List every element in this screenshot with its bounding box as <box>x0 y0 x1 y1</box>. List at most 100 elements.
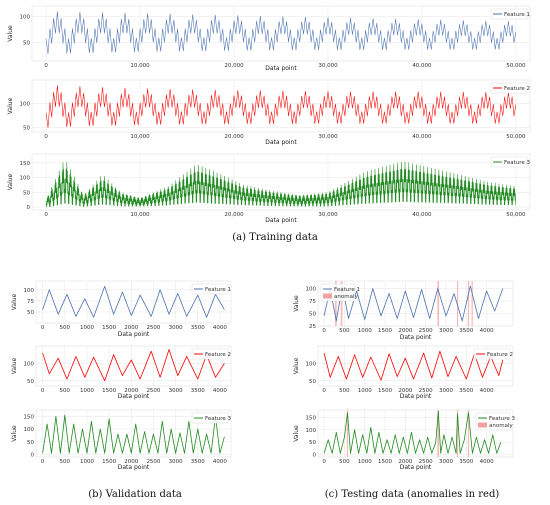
anomaly-span <box>437 281 440 326</box>
y-tick-label: 100 <box>20 102 31 108</box>
x-tick-label: 4000 <box>480 459 494 465</box>
x-tick-label: 3500 <box>459 328 473 334</box>
x-axis-label: Data point <box>400 464 432 471</box>
legend-swatch <box>323 293 332 299</box>
y-tick-label: 25 <box>309 324 316 330</box>
legend-label: Feature 1 <box>205 287 231 293</box>
x-tick-label: 0 <box>44 63 48 69</box>
chart-validation-feature-3: 0 500 1000 1500 2000 2500 3000 3500 4000 0 50 100 15… <box>11 409 232 471</box>
x-tick-label: 2500 <box>146 459 160 465</box>
x-tick-label: 30,000 <box>318 212 338 218</box>
y-tick-label: 50 <box>27 310 34 316</box>
y-tick-label: 100 <box>20 176 31 182</box>
x-tick-label: 0 <box>44 134 48 140</box>
x-tick-label: 1500 <box>102 459 116 465</box>
x-tick-label: 20,000 <box>224 134 244 140</box>
y-axis-label: Value <box>7 25 14 42</box>
x-axis-label: Data point <box>265 217 297 224</box>
x-tick-label: 10,000 <box>130 212 150 218</box>
legend-label: Feature 2 <box>487 352 513 358</box>
x-tick-label: 500 <box>339 388 350 394</box>
x-tick-label: 3500 <box>191 459 205 465</box>
series-line <box>42 285 225 318</box>
y-tick-label: 150 <box>20 161 31 167</box>
anomaly-span <box>456 410 459 457</box>
x-tick-label: 1000 <box>358 328 372 334</box>
x-tick-label: 20,000 <box>224 63 244 69</box>
legend-box <box>490 156 528 168</box>
x-tick-label: 2000 <box>398 388 412 394</box>
y-axis-label: Value <box>293 295 300 312</box>
y-tick-label: 50 <box>309 312 316 318</box>
x-tick-label: 10,000 <box>130 63 150 69</box>
y-tick-label: 0 <box>313 453 317 459</box>
x-tick-label: 40,000 <box>412 63 432 69</box>
chart-validation-feature-2: 0 500 1000 1500 2000 2500 3000 3500 4000 50 100 Fea… <box>11 345 232 400</box>
x-tick-label: 3500 <box>191 388 205 394</box>
legend-label: Feature 2 <box>205 352 231 358</box>
legend-box <box>191 283 229 295</box>
chart-testing-feature-1: 0 500 1000 1500 2000 2500 3000 3500 4000 25 50 75 10… <box>293 280 514 341</box>
x-tick-label: 4000 <box>480 388 494 394</box>
y-axis-label: Value <box>293 425 300 442</box>
anomaly-span <box>467 410 470 457</box>
x-axis-label: Data point <box>400 334 432 341</box>
x-tick-label: 1000 <box>358 388 372 394</box>
x-tick-label: 2500 <box>146 388 160 394</box>
anomaly-span <box>471 281 473 326</box>
y-tick-label: 75 <box>27 299 34 305</box>
x-tick-label: 500 <box>60 459 71 465</box>
legend-label: anomaly <box>334 294 358 300</box>
legend-label: Feature 3 <box>489 416 516 422</box>
series-line <box>45 161 516 208</box>
x-tick-label: 2500 <box>419 328 433 334</box>
y-tick-label: 150 <box>24 414 35 420</box>
x-tick-label: 3000 <box>169 459 183 465</box>
x-tick-label: 3000 <box>439 459 453 465</box>
x-tick-label: 50,000 <box>506 212 526 218</box>
x-tick-label: 500 <box>339 459 350 465</box>
x-tick-label: 2000 <box>124 325 138 331</box>
legend-label: Feature 3 <box>205 416 232 422</box>
anomaly-span <box>346 410 349 457</box>
x-tick-label: 20,000 <box>224 212 244 218</box>
legend-box <box>490 82 528 94</box>
y-tick-label: 100 <box>20 14 31 20</box>
x-axis-label: Data point <box>265 139 297 146</box>
x-tick-label: 3000 <box>169 388 183 394</box>
caption-testing: (c) Testing data (anomalies in red) <box>325 489 500 500</box>
legend-box <box>490 8 528 20</box>
y-tick-label: 50 <box>23 125 30 131</box>
x-tick-label: 3000 <box>439 328 453 334</box>
x-axis-label: Data point <box>118 331 150 338</box>
x-tick-label: 2500 <box>146 325 160 331</box>
y-axis-label: Value <box>11 357 18 374</box>
y-tick-label: 0 <box>27 205 31 211</box>
chart-validation-feature-1: 0 500 1000 1500 2000 2500 3000 3500 4000 50 75 100 F… <box>11 280 232 338</box>
x-tick-label: 1000 <box>80 325 94 331</box>
x-tick-label: 3500 <box>459 459 473 465</box>
x-tick-label: 3500 <box>459 388 473 394</box>
y-axis-label: Value <box>11 425 18 442</box>
x-axis-label: Data point <box>265 65 297 72</box>
x-tick-label: 2000 <box>124 459 138 465</box>
x-tick-label: 40,000 <box>412 134 432 140</box>
caption-validation: (b) Validation data <box>88 489 182 500</box>
y-tick-label: 50 <box>309 379 316 385</box>
series-line <box>323 350 504 381</box>
legend-box <box>191 412 229 424</box>
x-tick-label: 3000 <box>439 388 453 394</box>
legend-label: Feature 1 <box>504 12 530 18</box>
chart-testing-feature-3: 0 500 1000 1500 2000 2500 3000 3500 4000 0 50 100 15… <box>293 409 516 471</box>
y-axis-label: Value <box>7 97 14 114</box>
x-tick-label: 50,000 <box>506 63 526 69</box>
y-tick-label: 50 <box>27 440 34 446</box>
y-tick-label: 50 <box>23 190 30 196</box>
x-tick-label: 0 <box>41 459 45 465</box>
x-tick-label: 30,000 <box>318 134 338 140</box>
x-tick-label: 2500 <box>419 388 433 394</box>
y-tick-label: 100 <box>24 361 35 367</box>
x-tick-label: 0 <box>322 388 326 394</box>
x-tick-label: 500 <box>60 388 71 394</box>
legend-label: Feature 3 <box>504 160 531 166</box>
